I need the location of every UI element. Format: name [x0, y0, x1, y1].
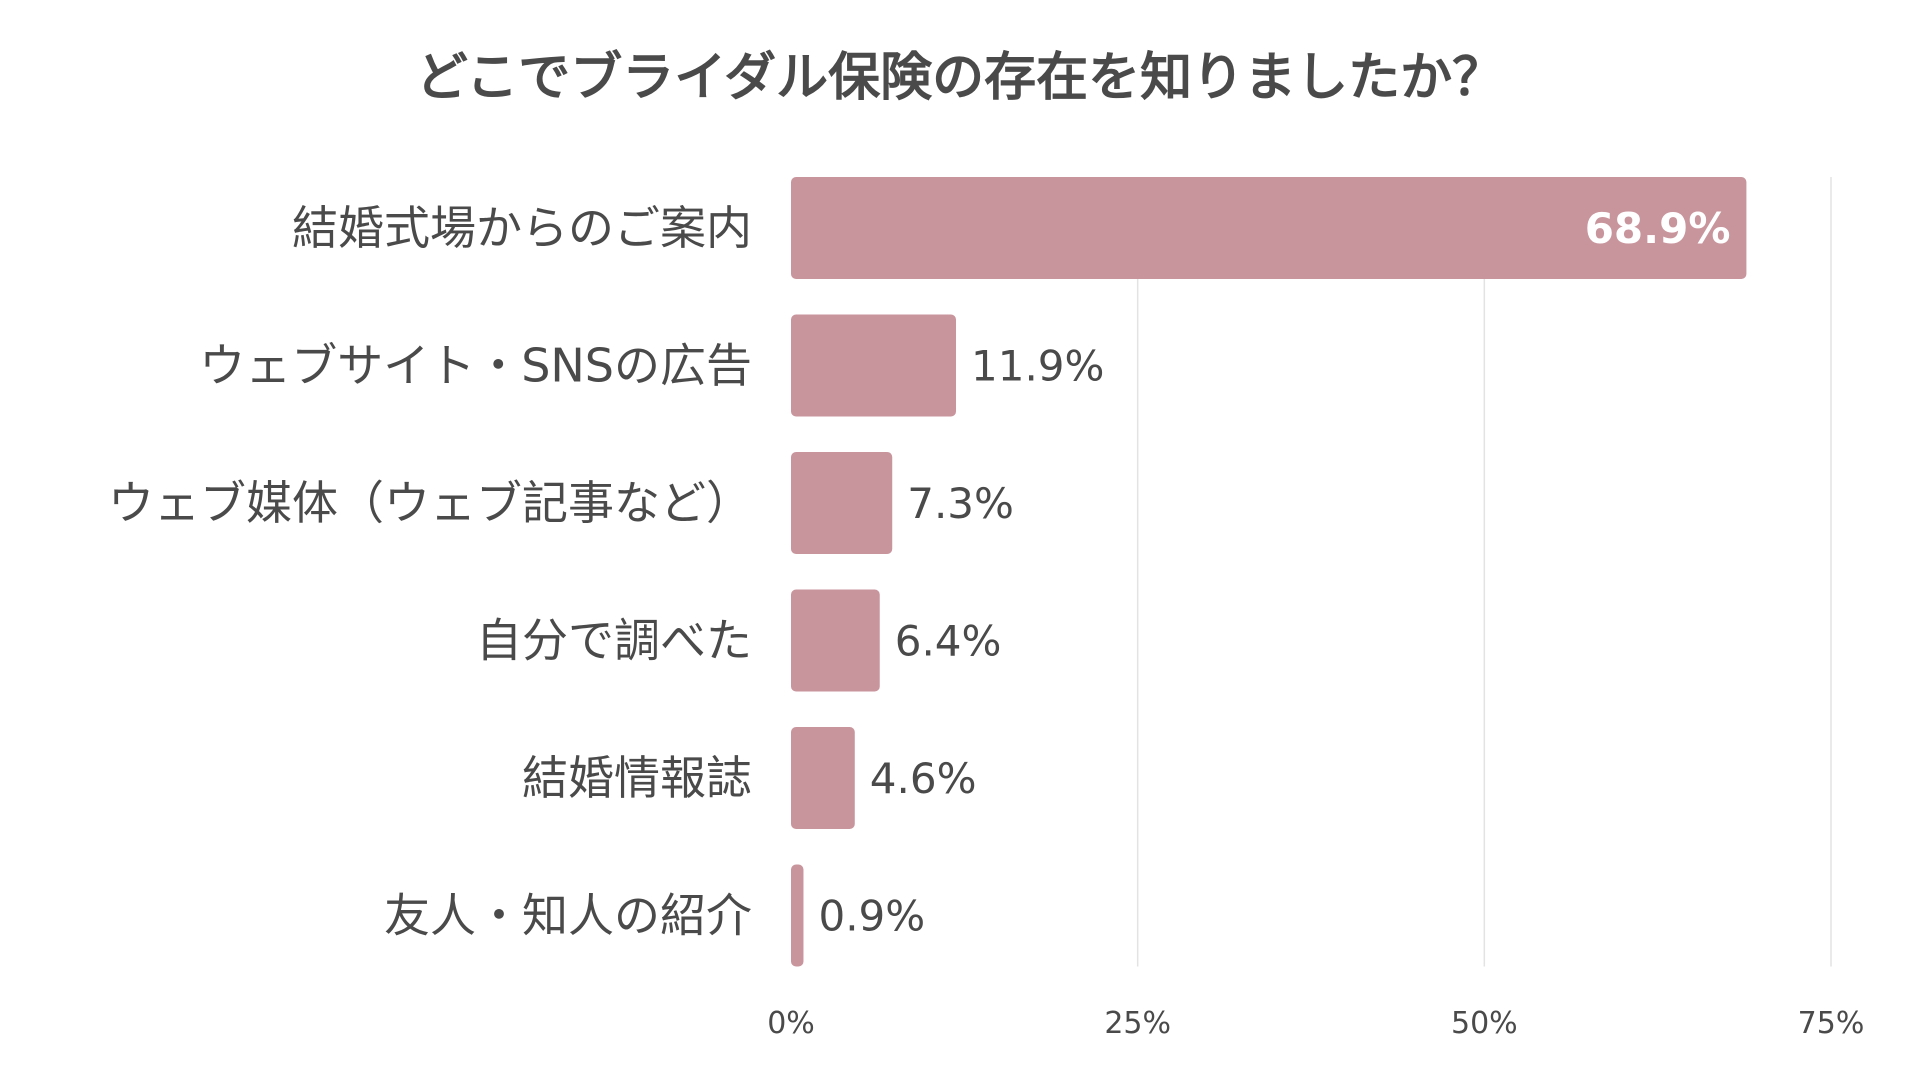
x-tick-label: 0%: [767, 1006, 815, 1041]
grid-layer: [1136, 177, 1832, 967]
category-label: 結婚情報誌: [522, 751, 752, 805]
bar: [791, 589, 880, 692]
category-label: ウェブサイト・SNSの広告: [199, 339, 752, 393]
category-label: 結婚式場からのご案内: [292, 201, 752, 255]
bar: [791, 314, 957, 417]
value-labels: 68.9% 11.9% 7.3% 6.4% 4.6% 0.9%: [818, 204, 1730, 941]
value-label: 68.9%: [1585, 204, 1731, 253]
bars-layer: [791, 177, 1747, 967]
bar: [791, 177, 1747, 279]
bar: [791, 727, 855, 829]
x-axis-tick-labels: 0% 25% 50% 75%: [767, 1006, 1864, 1041]
value-label: 11.9%: [971, 342, 1104, 391]
x-tick-label: 25%: [1104, 1006, 1171, 1041]
bar: [791, 452, 893, 554]
category-label: 自分で調べた: [476, 614, 752, 668]
x-tick-label: 75%: [1798, 1006, 1865, 1041]
x-tick-label: 50%: [1451, 1006, 1518, 1041]
chart-title: どこでブライダル保険の存在を知りましたか？: [416, 48, 1504, 108]
value-label: 4.6%: [870, 754, 977, 803]
value-label: 7.3%: [907, 479, 1014, 528]
category-label: 友人・知人の紹介: [384, 889, 752, 943]
category-label: ウェブ媒体（ウェブ記事など）: [108, 476, 752, 530]
value-label: 0.9%: [818, 892, 925, 941]
value-label: 6.4%: [895, 617, 1002, 666]
bar: [791, 864, 804, 967]
